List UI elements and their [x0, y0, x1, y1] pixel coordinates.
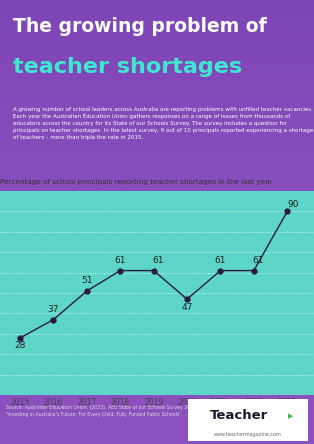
Bar	[0, 38, 314, 43]
Bar	[0, 139, 314, 143]
Bar	[0, 43, 314, 48]
Bar	[0, 48, 314, 52]
Bar	[0, 186, 314, 191]
Bar	[0, 28, 314, 33]
Bar	[0, 5, 314, 10]
Bar	[0, 181, 314, 186]
Bar	[0, 119, 314, 124]
Bar	[0, 57, 314, 62]
Bar	[0, 167, 314, 172]
Bar	[0, 95, 314, 100]
Text: Source: Australian Education Union. (2023). AEU State of our Schools Survey 2023: Source: Australian Education Union. (202…	[6, 405, 216, 417]
Text: 37: 37	[48, 305, 59, 314]
Bar	[0, 62, 314, 67]
Text: 61: 61	[152, 256, 164, 265]
Bar	[0, 134, 314, 139]
Bar	[0, 14, 314, 19]
Bar	[0, 33, 314, 38]
Bar	[0, 115, 314, 119]
Bar	[0, 10, 314, 14]
Bar	[0, 52, 314, 57]
Text: A growing number of school leaders across Australia are reporting problems with : A growing number of school leaders acros…	[13, 107, 313, 140]
Bar	[0, 0, 314, 5]
Bar	[0, 162, 314, 167]
Text: Percentage of school principals reporting teacher shortages in the last year: Percentage of school principals reportin…	[0, 179, 273, 185]
Bar	[0, 153, 314, 158]
Bar	[0, 143, 314, 148]
Bar	[0, 24, 314, 28]
Text: ▶: ▶	[288, 413, 294, 419]
Bar	[0, 172, 314, 177]
Bar	[0, 105, 314, 110]
Bar	[0, 110, 314, 115]
Bar	[0, 91, 314, 95]
Text: 47: 47	[181, 303, 193, 312]
Text: 61: 61	[252, 256, 264, 265]
Bar	[0, 71, 314, 76]
Bar	[0, 148, 314, 153]
Text: 90: 90	[287, 199, 299, 209]
Bar	[0, 158, 314, 162]
Bar	[0, 19, 314, 24]
FancyBboxPatch shape	[188, 399, 308, 441]
Text: 28: 28	[14, 341, 26, 350]
Text: Teacher: Teacher	[209, 408, 268, 421]
Bar	[0, 124, 314, 129]
Bar	[0, 67, 314, 71]
Text: 61: 61	[115, 256, 126, 265]
Text: 61: 61	[215, 256, 226, 265]
Bar	[0, 86, 314, 91]
Text: www.teachermagazine.com: www.teachermagazine.com	[214, 432, 282, 437]
Bar	[0, 177, 314, 181]
Bar	[0, 129, 314, 134]
Bar	[0, 81, 314, 86]
Text: 51: 51	[81, 277, 93, 285]
Bar	[0, 76, 314, 81]
Bar	[0, 100, 314, 105]
Text: The growing problem of: The growing problem of	[13, 17, 266, 36]
Text: teacher shortages: teacher shortages	[13, 57, 242, 77]
